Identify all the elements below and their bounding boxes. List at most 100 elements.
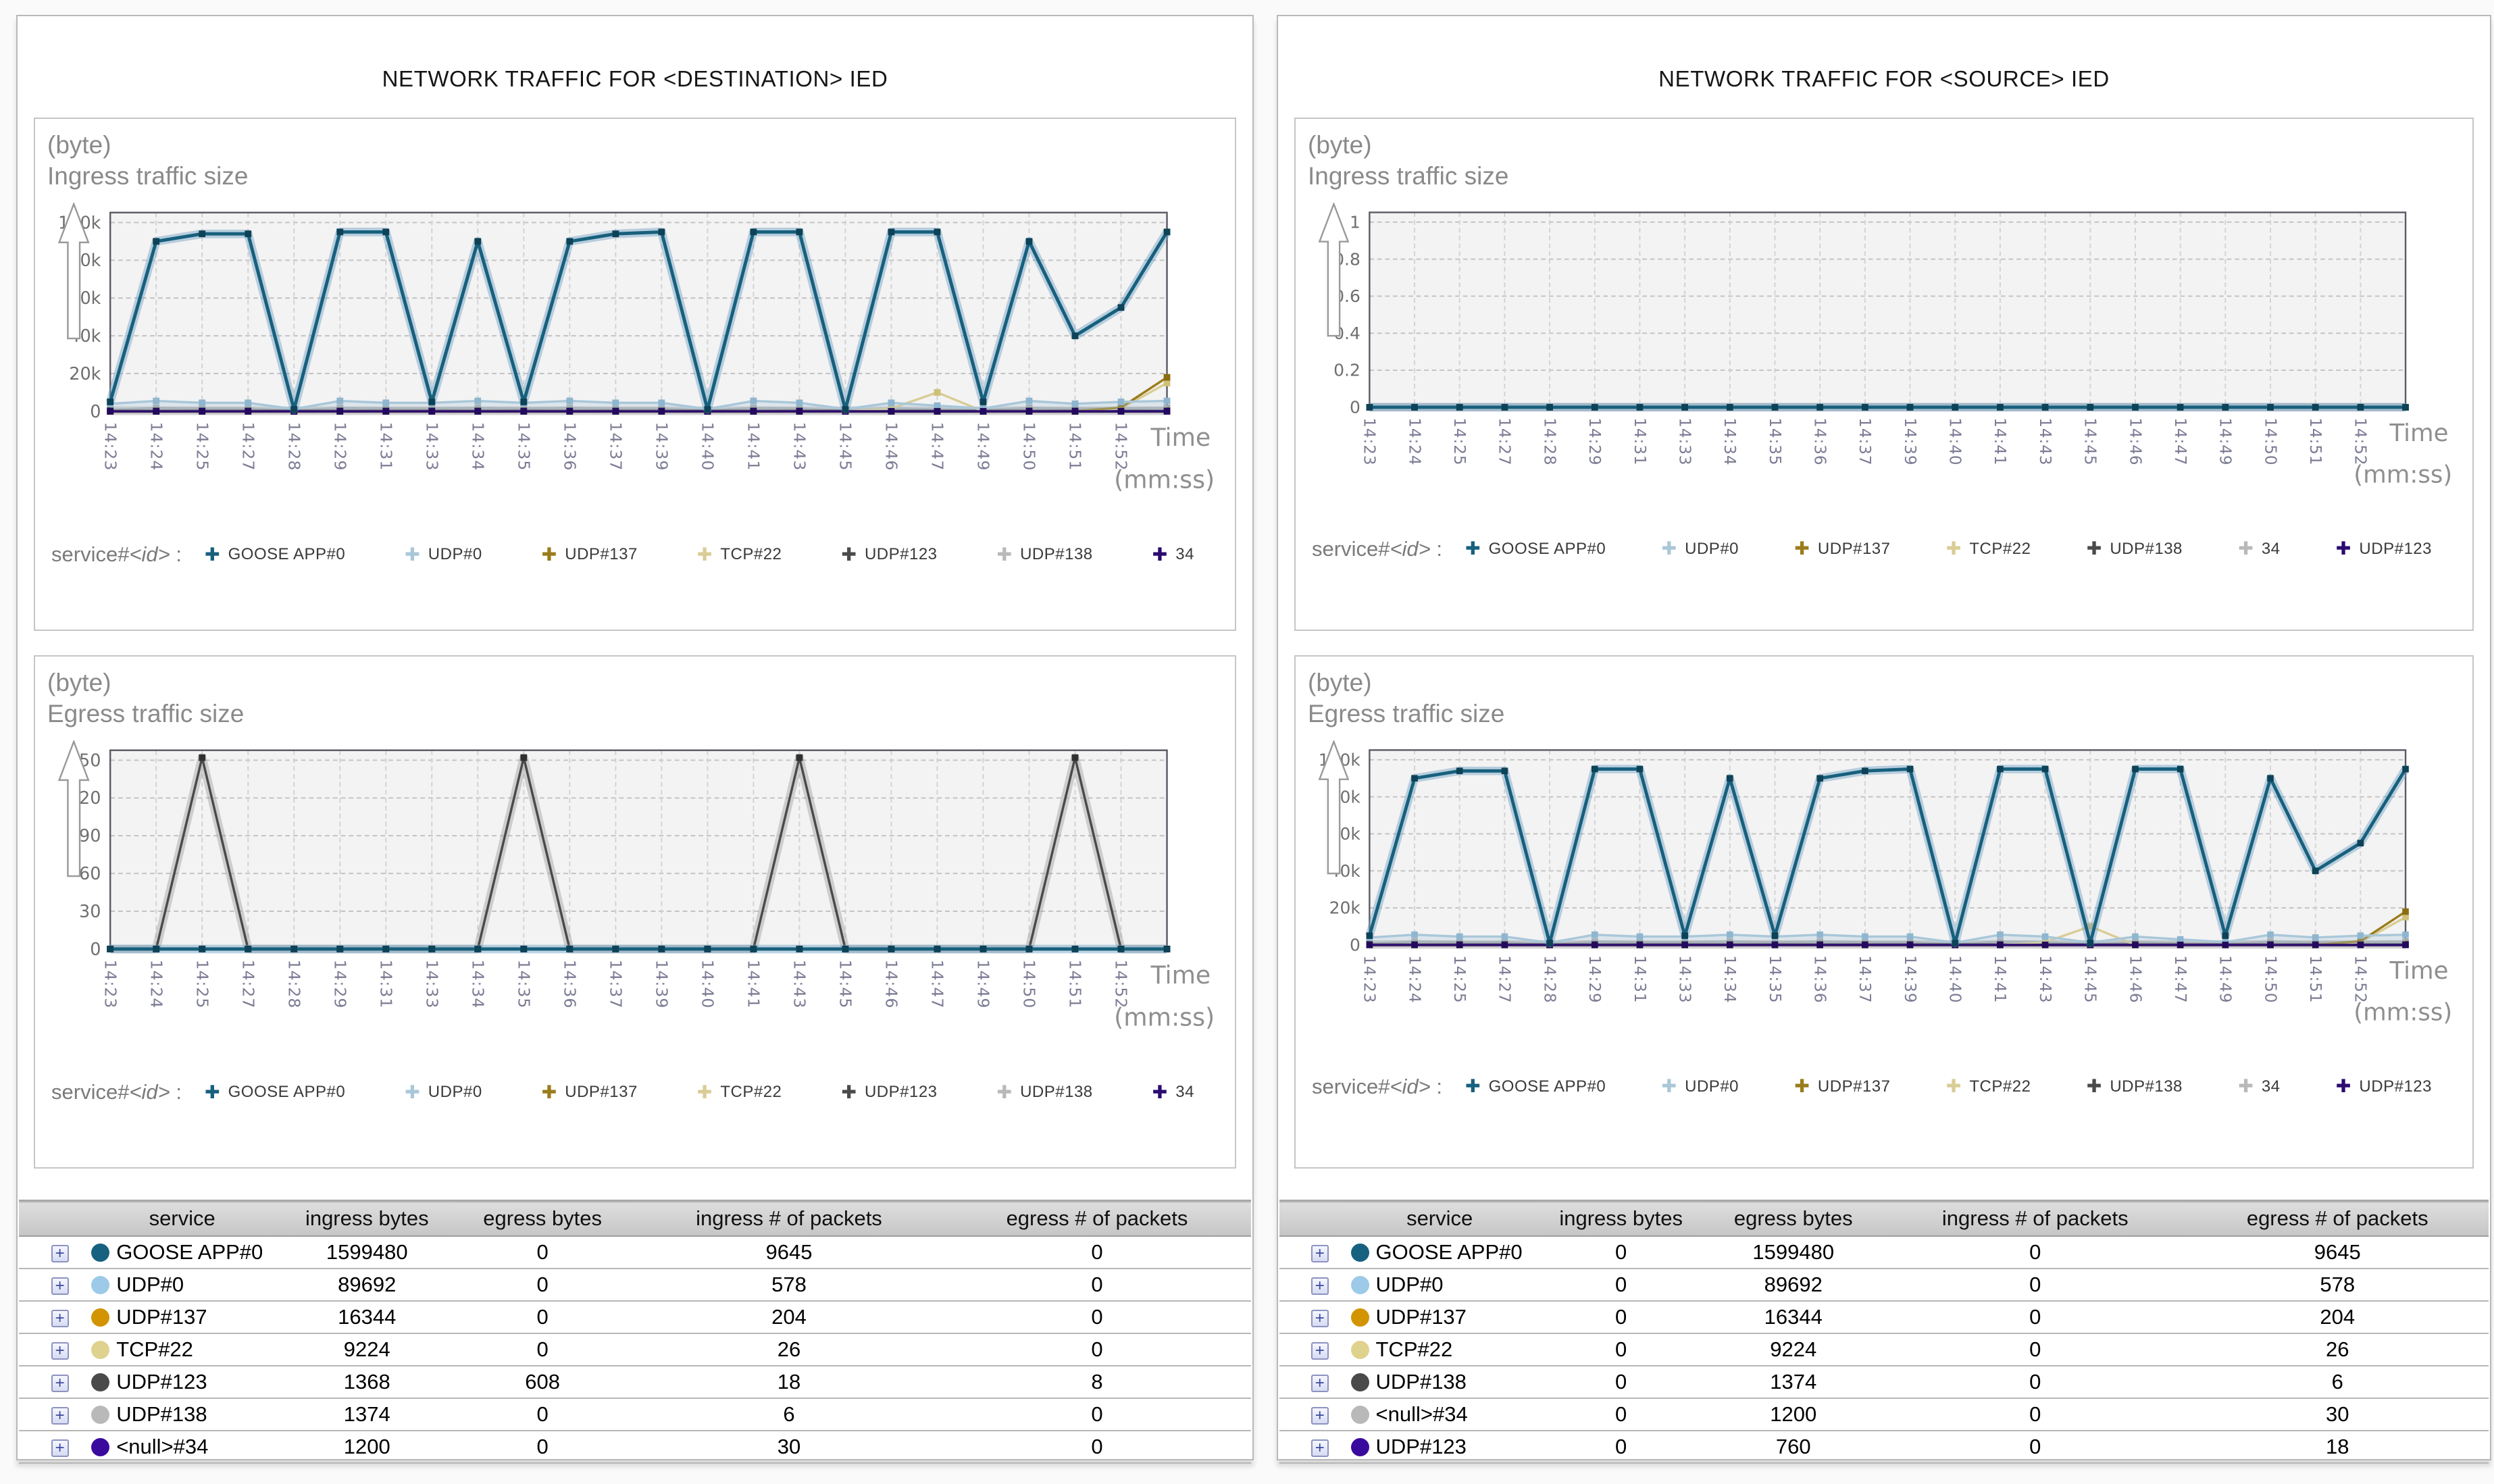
svg-text:14:31: 14:31 [376,960,395,1009]
svg-text:14:47: 14:47 [2171,955,2189,1003]
svg-text:14:51: 14:51 [2306,417,2324,465]
svg-text:14:40: 14:40 [698,422,717,471]
svg-text:14:35: 14:35 [514,422,533,471]
expand-row-icon[interactable]: + [1310,1244,1329,1262]
legend-label: UDP#138 [1020,1083,1093,1102]
service-color-dot [91,1308,110,1327]
service-name: UDP#137 [1375,1305,1467,1329]
legend-label: UDP#0 [428,545,482,564]
series-marker-icon: ✚ [1661,538,1677,559]
table-cell: 0 [1091,1435,1103,1458]
svg-text:14:23: 14:23 [101,422,120,471]
svg-text:14:46: 14:46 [882,960,901,1009]
expand-row-icon[interactable]: + [51,1277,69,1295]
expand-row-icon[interactable]: + [1310,1341,1329,1360]
service-traffic-table: service ingress bytes egress bytes ingress … [19,1200,1251,1464]
table-cell: 6 [783,1402,795,1426]
series-marker-icon: ✚ [841,544,857,565]
series-marker-icon: ✚ [2335,538,2351,559]
table-cell: 1368 [343,1370,390,1393]
expand-row-icon[interactable]: + [51,1341,69,1360]
svg-text:14:29: 14:29 [1585,955,1603,1003]
table-cell: 0 [536,1435,549,1458]
service-color-dot [91,1438,110,1456]
table-column-header: ingress # of packets [1941,1206,2129,1230]
svg-text:30: 30 [79,902,101,922]
svg-text:14:24: 14:24 [147,422,166,471]
series-marker-icon: ✚ [1465,538,1481,559]
legend-prefix: service#<id> : [51,1080,182,1104]
legend-label: GOOSE APP#0 [1488,1077,1606,1096]
legend-prefix: service#<id> : [1312,1074,1443,1098]
table-row: + UDP#123 1368 608 18 8 [19,1366,1251,1398]
svg-text:14:45: 14:45 [2081,417,2099,465]
expand-row-icon[interactable]: + [1310,1406,1329,1425]
svg-text:Time: Time [1150,423,1211,452]
legend-prefix: service#<id> : [1312,536,1443,561]
unit-label: (byte) [1308,131,1372,159]
legend-label: UDP#123 [2359,539,2432,558]
legend-item: ✚ UDP#137 [1794,540,1890,559]
expander-column-header [1279,1201,1340,1237]
table-cell: 30 [2326,1402,2349,1426]
svg-text:14:27: 14:27 [238,422,257,471]
series-marker-icon: ✚ [541,544,557,565]
svg-text:14:50: 14:50 [2261,417,2279,465]
legend-item: ✚ UDP#123 [2336,1077,2432,1096]
legend-label: UDP#138 [2110,1077,2183,1096]
table-cell: 1599480 [1752,1240,1835,1264]
expand-row-icon[interactable]: + [1310,1277,1329,1295]
service-color-dot [91,1244,110,1262]
expand-row-icon[interactable]: + [51,1309,69,1327]
svg-text:14:25: 14:25 [1450,955,1468,1003]
legend-label: UDP#137 [565,1083,638,1102]
svg-text:14:29: 14:29 [330,960,349,1009]
svg-text:14:33: 14:33 [1675,417,1693,465]
legend-label: UDP#138 [1020,545,1093,564]
service-name: UDP#123 [116,1370,207,1393]
svg-text:14:24: 14:24 [1405,955,1423,1003]
expand-row-icon[interactable]: + [1310,1374,1329,1392]
page-title: NETWORK TRAFFIC FOR <DESTINATION> IED [382,66,888,91]
svg-text:(mm:ss): (mm:ss) [2353,998,2452,1026]
table-cell: 26 [777,1337,801,1361]
series-marker-icon: ✚ [996,544,1013,565]
svg-text:14:29: 14:29 [330,422,349,471]
svg-text:14:36: 14:36 [1810,417,1828,465]
svg-text:Time: Time [1150,961,1211,990]
source-egress-plot: 100k80k60k40k20k014:2314:2414:2514:2714:… [1308,740,2472,1031]
table-column-header: service [149,1206,215,1230]
svg-text:14:41: 14:41 [1991,417,2008,465]
expand-row-icon[interactable]: + [51,1244,69,1262]
svg-text:14:34: 14:34 [1721,417,1738,465]
svg-text:0: 0 [1350,398,1360,417]
unit-label: (byte) [47,669,111,696]
expand-row-icon[interactable]: + [51,1439,69,1457]
service-name: UDP#138 [116,1402,207,1426]
expand-row-icon[interactable]: + [1310,1439,1329,1457]
legend-items: ✚ GOOSE APP#0 ✚ UDP#0 ✚ UDP#137 ✚ TCP#22 ✚ UDP#12… [205,545,1194,564]
svg-text:14:37: 14:37 [607,422,626,471]
svg-text:14:43: 14:43 [790,422,809,471]
series-marker-icon: ✚ [1152,544,1168,565]
legend-label: 34 [1175,1083,1194,1102]
svg-text:0: 0 [90,402,101,422]
table-cell: 0 [2029,1337,2041,1361]
svg-text:60: 60 [79,864,101,884]
expand-row-icon[interactable]: + [51,1374,69,1392]
table-cell: 0 [1091,1273,1103,1296]
expand-row-icon[interactable]: + [51,1406,69,1425]
legend-label: UDP#0 [428,1083,482,1102]
svg-text:14:46: 14:46 [882,422,901,471]
source-ingress-plot: 1 0.8 0.6 0.4 0.2 0 14:23 14:24 14:25 14:27 14:28 1… [1308,203,2472,494]
chart-legend: service#<id> : ✚ GOOSE APP#0 ✚ UDP#0 ✚ UDP#13… [47,542,1235,567]
svg-text:14:49: 14:49 [2216,417,2234,465]
svg-text:14:27: 14:27 [1496,417,1513,465]
table-cell: 0 [1615,1240,1627,1264]
svg-text:14:33: 14:33 [422,960,441,1009]
table-cell: 0 [1615,1370,1627,1393]
expand-row-icon[interactable]: + [1310,1309,1329,1327]
service-color-dot [1350,1276,1369,1294]
legend-label: UDP#0 [1685,539,1739,558]
svg-text:14:45: 14:45 [836,422,855,471]
